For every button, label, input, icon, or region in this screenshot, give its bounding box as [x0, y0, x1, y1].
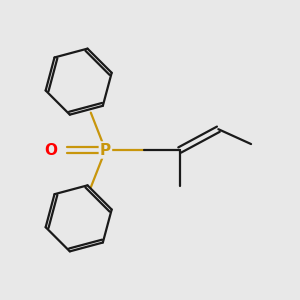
Text: O: O: [44, 142, 57, 158]
Text: P: P: [100, 142, 111, 158]
